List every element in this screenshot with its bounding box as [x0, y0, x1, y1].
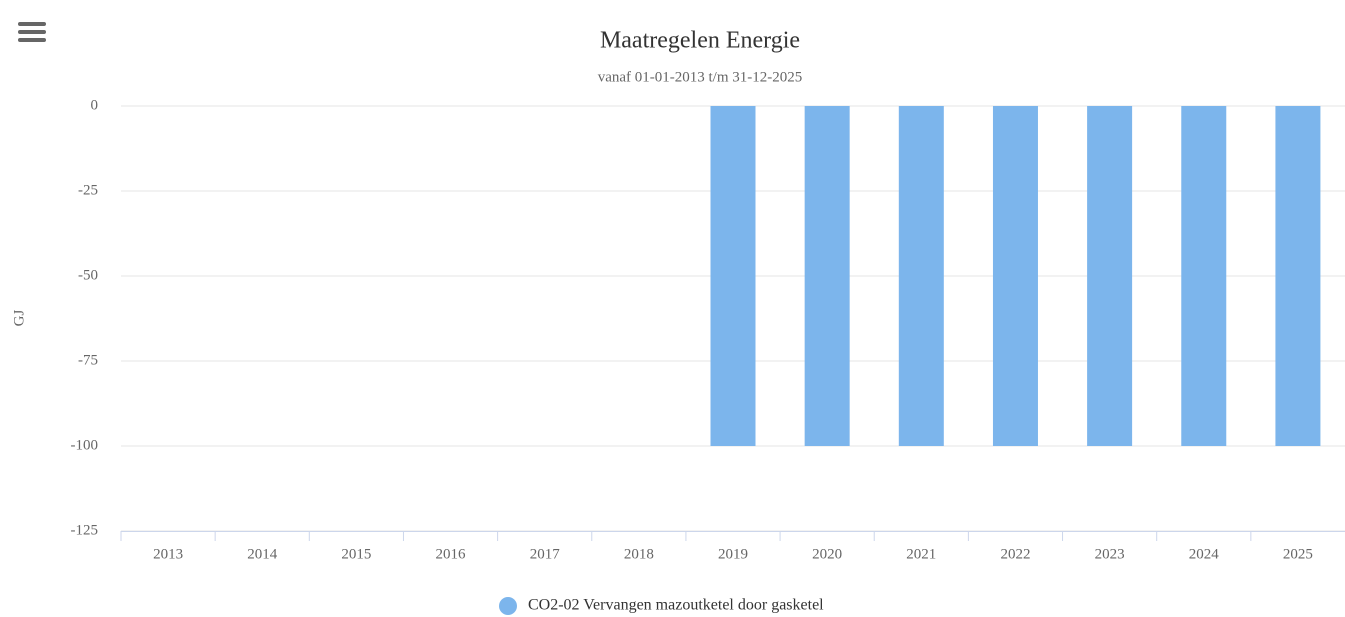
x-tick-label: 2023 — [1095, 546, 1125, 562]
y-tick-label: -75 — [78, 352, 98, 368]
y-tick-label: -50 — [78, 267, 98, 283]
y-axis-label: GJ — [11, 310, 27, 327]
y-tick-label: -125 — [71, 522, 99, 538]
x-tick-label: 2022 — [1000, 546, 1030, 562]
menu-line — [18, 30, 46, 34]
x-tick-label: 2014 — [247, 546, 278, 562]
menu-line — [18, 22, 46, 26]
legend-marker — [499, 597, 517, 615]
bar — [992, 106, 1038, 446]
x-tick-label: 2018 — [624, 546, 654, 562]
bar — [1087, 106, 1133, 446]
chart-title: Maatregelen Energie — [600, 28, 800, 54]
legend-label: CO2-02 Vervangen mazoutketel door gasket… — [528, 597, 824, 614]
menu-line — [18, 38, 46, 42]
x-tick-label: 2019 — [718, 546, 748, 562]
y-tick-label: 0 — [91, 97, 99, 113]
x-tick-label: 2013 — [153, 546, 183, 562]
x-tick-label: 2017 — [530, 546, 561, 562]
y-tick-label: -25 — [78, 182, 98, 198]
x-tick-label: 2021 — [906, 546, 936, 562]
x-tick-label: 2025 — [1283, 546, 1313, 562]
bar — [710, 106, 756, 446]
bar — [1275, 106, 1321, 446]
bar — [898, 106, 944, 446]
bar — [804, 106, 850, 446]
x-tick-label: 2015 — [341, 546, 371, 562]
menu-button[interactable] — [18, 22, 46, 42]
x-tick-label: 2024 — [1189, 546, 1220, 562]
x-tick-label: 2016 — [436, 546, 467, 562]
bar — [1181, 106, 1227, 446]
chart-subtitle: vanaf 01-01-2013 t/m 31-12-2025 — [598, 69, 803, 85]
y-tick-label: -100 — [71, 437, 99, 453]
x-tick-label: 2020 — [812, 546, 842, 562]
